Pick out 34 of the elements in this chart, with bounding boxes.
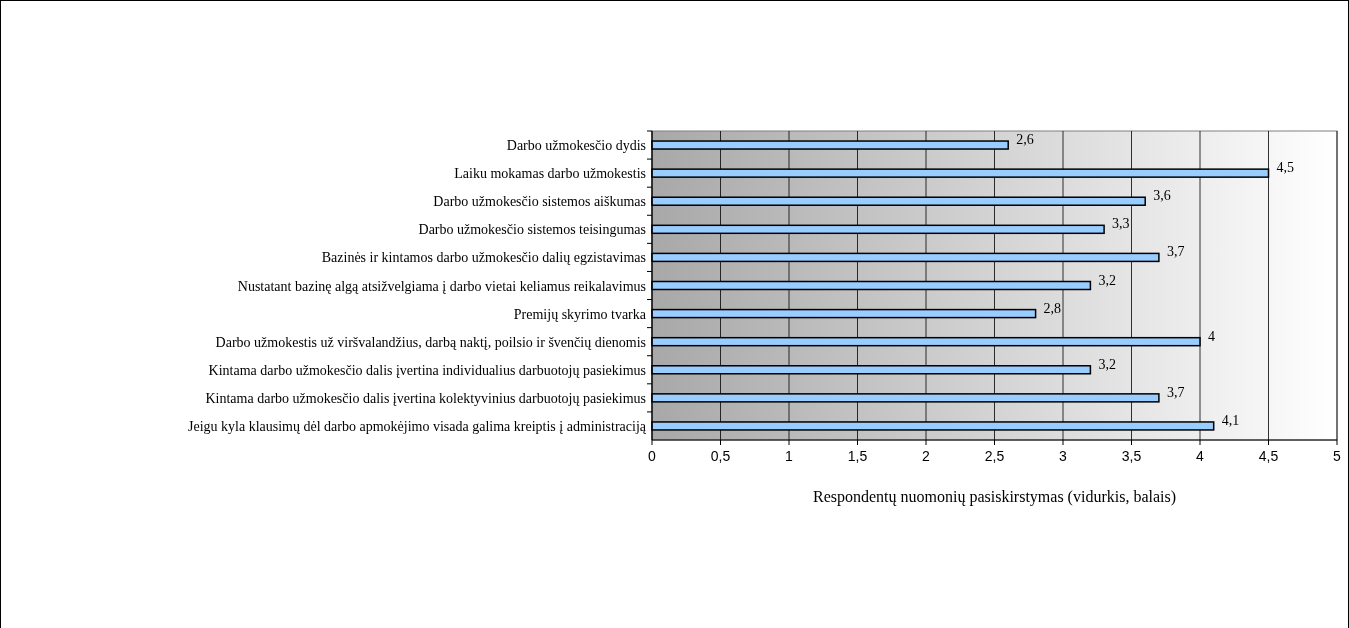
y-tick-label: Darbo užmokesčio sistemos teisingumas [418,222,646,238]
x-axis-title: Respondentų nuomonių pasiskirstymas (vidurkis, balais) [812,488,1177,506]
y-tick-label: Bazinės ir kintamos darbo užmokesčio dalių egzistavimas [321,250,646,266]
y-tick-label: Premijų skyrimo tvarka [513,306,647,322]
data-label: 3,6 [1153,188,1171,204]
data-label: 3,2 [1098,356,1116,372]
data-label: 2,8 [1043,300,1062,316]
x-tick-label: 0,5 [710,448,731,464]
y-tick-label: Jeigu kyla klausimų dėl darbo apmokėjimo visada galima kreiptis į administraciją [187,418,647,434]
x-tick-label: 2 [922,448,931,464]
y-tick-label: Darbo užmokesčio dydis [506,138,646,154]
x-tick-label: 5 [1333,448,1342,464]
y-tick-label: Laiku mokamas darbo užmokestis [454,166,646,182]
y-tick-label: Kintama darbo užmokesčio dalis įvertina kolektyvinius darbuotojų pasiekimus [205,390,646,406]
x-tick-label: 1 [785,448,794,464]
data-label: 3,2 [1098,272,1116,288]
data-label: 3,7 [1166,384,1185,400]
y-tick-label: Kintama darbo užmokesčio dalis įvertina individualius darbuotojų pasiekimus [208,362,646,378]
x-tick-label: 1,5 [847,448,868,464]
data-label: 4,1 [1221,412,1240,428]
x-tick-label: 0 [648,448,657,464]
data-label: 4 [1208,328,1215,344]
x-tick-label: 4 [1196,448,1205,464]
data-label: 3,3 [1112,216,1130,232]
data-label: 2,6 [1016,132,1034,148]
y-tick-label: Darbo užmokesčio sistemos aiškumas [433,194,646,210]
x-tick-label: 3,5 [1121,448,1142,464]
y-tick-label: Darbo užmokestis už viršvalandžius, darbą naktį, poilsio ir švenčių dienomis [215,334,646,350]
x-tick-label: 2,5 [984,448,1005,464]
x-tick-label: 4,5 [1258,448,1279,464]
data-label: 3,7 [1166,244,1185,260]
data-label: 4,5 [1276,160,1294,176]
x-tick-label: 3 [1059,448,1068,464]
y-tick-label: Nustatant bazinę algą atsižvelgiama į darbo vietai keliamus reikalavimus [237,278,646,294]
